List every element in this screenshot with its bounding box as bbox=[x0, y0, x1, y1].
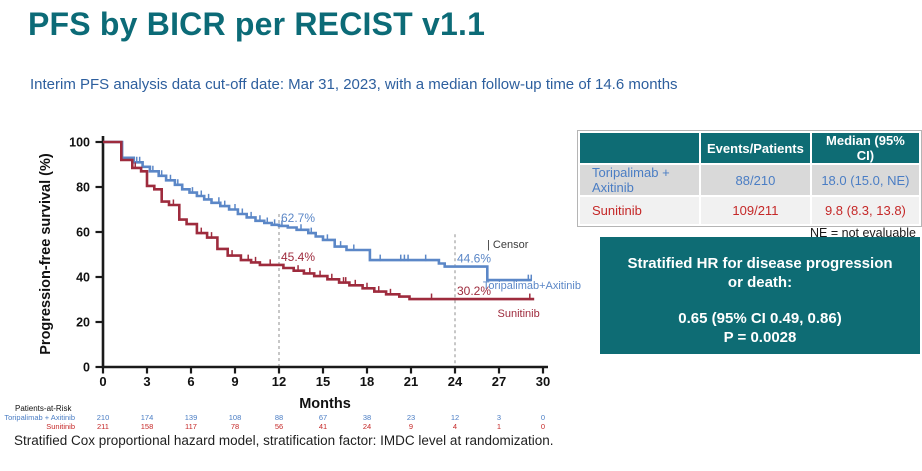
milestone-annotation: 45.4% bbox=[281, 250, 315, 264]
y-tick-label: 20 bbox=[76, 316, 90, 330]
milestone-annotation: 62.7% bbox=[281, 211, 315, 225]
km-chart-svg: 0 20 40 60 80 100 0 3 6 9 12 15 18 21 24 27 30 Progressio… bbox=[38, 136, 581, 413]
risk-value: 211 bbox=[97, 422, 109, 431]
arm-label: Sunitinib bbox=[580, 197, 699, 224]
x-tick-label: 21 bbox=[404, 374, 418, 389]
x-axis-title: Months bbox=[299, 396, 351, 412]
x-tick-label: 18 bbox=[360, 374, 374, 389]
risk-value: 1 bbox=[496, 422, 502, 431]
page-title: PFS by BICR per RECIST v1.1 bbox=[28, 6, 486, 42]
km-curve-sunitinib bbox=[103, 140, 535, 301]
patients-at-risk-title: Patients-at-Risk bbox=[15, 404, 72, 413]
arm-label: Toripalimab + Axitinib bbox=[580, 165, 699, 195]
median-value: 18.0 (15.0, NE) bbox=[811, 165, 919, 195]
x-tick-label: 15 bbox=[316, 374, 330, 389]
risk-row-label: Toripalimab + Axitinib bbox=[4, 413, 75, 422]
risk-value: 41 bbox=[318, 422, 328, 431]
series-name-label: Sunitinib bbox=[498, 308, 540, 320]
summary-header-median: Median (95% CI) bbox=[811, 133, 919, 163]
x-tick-label: 0 bbox=[99, 374, 106, 389]
summary-row-toripalimab: Toripalimab + Axitinib 88/210 18.0 (15.0… bbox=[580, 165, 919, 195]
risk-value: 108 bbox=[228, 413, 242, 422]
risk-value: 56 bbox=[274, 422, 284, 431]
risk-value: 24 bbox=[362, 422, 372, 431]
km-chart: 0 20 40 60 80 100 0 3 6 9 12 15 18 21 24 27 30 Progressio… bbox=[0, 120, 600, 420]
risk-value: 12 bbox=[450, 413, 460, 422]
x-tick-label: 6 bbox=[187, 374, 194, 389]
risk-value: 38 bbox=[362, 413, 372, 422]
y-tick-label: 100 bbox=[69, 136, 90, 150]
risk-value: 139 bbox=[184, 413, 198, 422]
y-tick-label: 60 bbox=[76, 226, 90, 240]
x-tick-label: 9 bbox=[231, 374, 238, 389]
risk-value: 88 bbox=[274, 413, 284, 422]
risk-value: 4 bbox=[452, 422, 458, 431]
hazard-ratio-title: Stratified HR for disease progression or… bbox=[627, 255, 893, 291]
risk-value: 158 bbox=[140, 422, 154, 431]
risk-row: Toripalimab + Axitinib 210 174 139 108 88 67 38… bbox=[0, 413, 600, 422]
x-tick-label: 24 bbox=[448, 374, 463, 389]
risk-value: 174 bbox=[140, 413, 154, 422]
risk-value: 117 bbox=[185, 422, 197, 431]
risk-value: 23 bbox=[406, 413, 416, 422]
x-tick-label: 30 bbox=[536, 374, 550, 389]
risk-value: 78 bbox=[230, 422, 240, 431]
risk-value: 3 bbox=[496, 413, 502, 422]
ne-footnote: NE = not evaluable bbox=[810, 226, 916, 240]
milestone-annotation: 30.2% bbox=[457, 284, 491, 298]
subtitle: Interim PFS analysis data cut-off date: … bbox=[30, 76, 678, 93]
x-tick-label: 12 bbox=[272, 374, 286, 389]
events-patients-value: 88/210 bbox=[701, 165, 810, 195]
summary-header-row: Events/Patients Median (95% CI) bbox=[580, 133, 919, 163]
summary-row-sunitinib: Sunitinib 109/211 9.8 (8.3, 13.8) bbox=[580, 197, 919, 224]
risk-value: 67 bbox=[318, 413, 328, 422]
censor-legend: | Censor bbox=[487, 239, 529, 251]
series-name-label: Toripalimab+Axitinib bbox=[483, 280, 581, 292]
median-value: 9.8 (8.3, 13.8) bbox=[811, 197, 919, 224]
y-axis-title: Progression-free survival (%) bbox=[38, 153, 54, 355]
milestone-annotation: 44.6% bbox=[457, 252, 491, 266]
summary-header-events: Events/Patients bbox=[701, 133, 810, 163]
footnote: Stratified Cox proportional hazard model… bbox=[14, 433, 554, 448]
risk-value: 210 bbox=[96, 413, 110, 422]
risk-value: 0 bbox=[540, 413, 546, 422]
patients-at-risk-table: Patients-at-Risk Toripalimab + Axitinib 2… bbox=[0, 404, 600, 434]
events-patients-value: 109/211 bbox=[701, 197, 810, 224]
risk-row: Sunitinib 211 158 117 78 56 41 24 9 4 1 0 bbox=[0, 422, 600, 431]
summary-header-empty bbox=[580, 133, 699, 163]
x-tick-label: 27 bbox=[492, 374, 506, 389]
x-tick-label: 3 bbox=[143, 374, 150, 389]
hazard-ratio-value: 0.65 (95% CI 0.49, 0.86) bbox=[678, 310, 842, 327]
y-tick-label: 0 bbox=[83, 361, 90, 375]
risk-value: 9 bbox=[408, 422, 414, 431]
risk-value: 0 bbox=[540, 422, 546, 431]
y-tick-label: 80 bbox=[76, 181, 90, 195]
summary-table: Events/Patients Median (95% CI) Toripali… bbox=[577, 130, 922, 227]
p-value: P = 0.0028 bbox=[723, 329, 797, 346]
hazard-ratio-box: Stratified HR for disease progression or… bbox=[600, 237, 920, 354]
y-tick-label: 40 bbox=[76, 271, 90, 285]
risk-row-label: Sunitinib bbox=[46, 422, 75, 431]
